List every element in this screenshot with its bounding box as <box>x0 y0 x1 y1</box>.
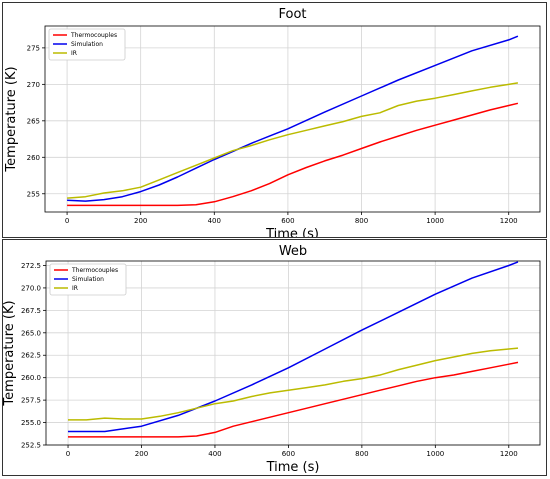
x-tick-label: 200 <box>135 450 148 458</box>
legend-label: Simulation <box>72 276 104 283</box>
series-line-thermocouples <box>68 361 519 438</box>
x-tick-label: 1200 <box>500 217 518 225</box>
y-tick-label: 255 <box>27 190 40 198</box>
web-chart: Web 0 200 400 600 800 1000 1200 252.5 255.0 257.5 2… <box>2 244 541 475</box>
y-tick-label: 270.0 <box>21 284 41 292</box>
foot-chart: Foot 0 200 400 600 800 1000 1200 255 260 265 270 275… <box>4 7 541 242</box>
x-tick-label: 400 <box>208 217 221 225</box>
series-line-simulation <box>68 261 519 433</box>
series-line-simulation <box>67 35 519 202</box>
y-tick-label: 252.5 <box>21 442 41 450</box>
y-tick-label: 260 <box>27 154 40 162</box>
y-tick-label: 260.0 <box>21 374 41 382</box>
x-tick-label: 400 <box>208 450 221 458</box>
legend-label: Thermocouples <box>71 267 118 274</box>
legend-label: Thermocouples <box>70 32 117 39</box>
y-tick-label: 257.5 <box>21 397 41 405</box>
series-line-ir <box>68 347 519 421</box>
y-tick-label: 267.5 <box>21 307 41 315</box>
y-axis-label: Temperature (K) <box>4 66 19 172</box>
y-tick-label: 270 <box>27 81 40 89</box>
y-tick-label: 272.5 <box>21 262 41 270</box>
x-tick-label: 600 <box>281 217 294 225</box>
legend-box <box>49 263 127 296</box>
chart-title: Foot <box>278 7 306 22</box>
plot-frame <box>45 260 541 446</box>
legend-box <box>48 28 126 61</box>
legend-label: IR <box>71 50 77 57</box>
y-tick-label: 255.0 <box>21 419 41 427</box>
series-line-ir <box>67 82 519 199</box>
y-tick-label: 265 <box>27 117 40 125</box>
y-tick-label: 262.5 <box>21 352 41 360</box>
x-tick-label: 1000 <box>426 217 444 225</box>
foot-panel: Foot 0 200 400 600 800 1000 1200 255 260 265 270 275… <box>2 2 547 242</box>
series-line-thermocouples <box>67 102 519 207</box>
web-panel: Web 0 200 400 600 800 1000 1200 252.5 255.0 257.5 2… <box>2 239 547 476</box>
x-tick-label: 600 <box>282 450 295 458</box>
x-tick-label: 1000 <box>426 450 444 458</box>
chart-title: Web <box>279 244 307 259</box>
x-tick-label: 800 <box>355 217 368 225</box>
x-tick-label: 1200 <box>500 450 518 458</box>
x-tick-label: 200 <box>134 217 147 225</box>
x-tick-label: 800 <box>355 450 368 458</box>
y-axis-label: Temperature (K) <box>3 300 17 406</box>
x-axis-label: Time (s) <box>266 460 320 475</box>
y-tick-label: 265.0 <box>21 329 41 337</box>
legend-label: Simulation <box>71 41 103 48</box>
x-axis-label: Time (s) <box>265 227 319 237</box>
plot-frame <box>44 25 541 213</box>
x-tick-label: 0 <box>65 217 69 225</box>
x-tick-label: 0 <box>66 450 70 458</box>
y-tick-label: 275 <box>27 44 40 52</box>
legend-label: IR <box>72 285 78 292</box>
